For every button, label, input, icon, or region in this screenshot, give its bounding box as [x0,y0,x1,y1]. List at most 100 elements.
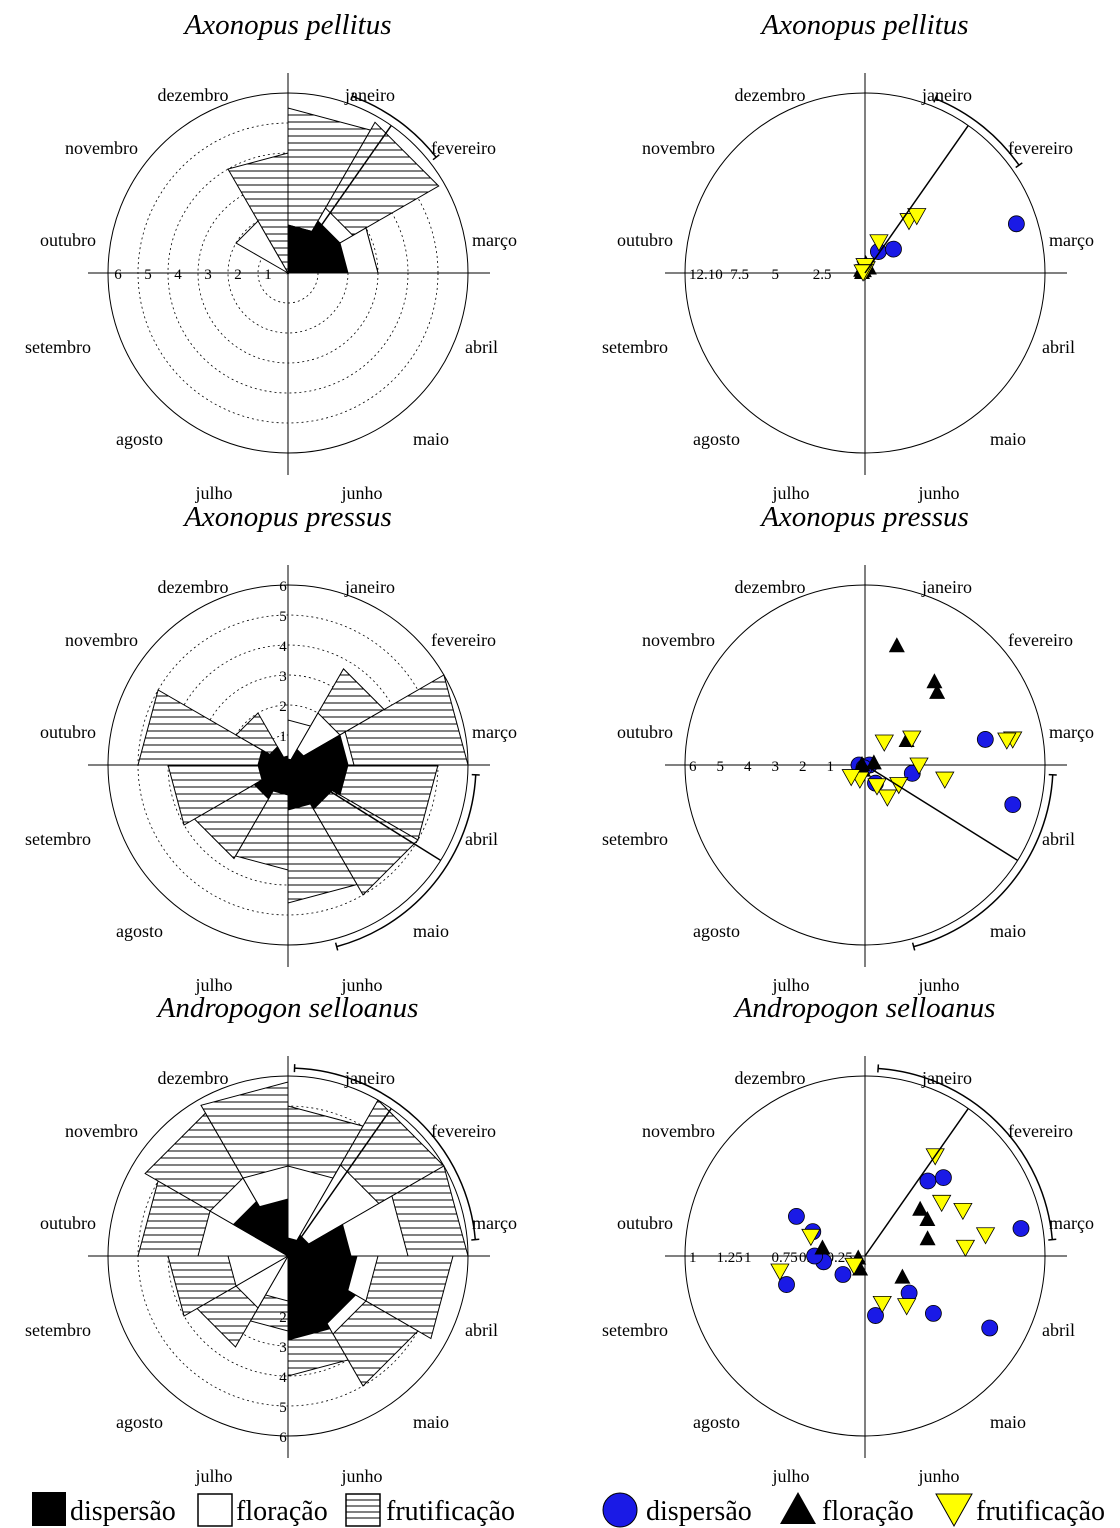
month-label-outubro: outubro [40,1213,96,1233]
mean-vector [287,764,442,862]
confidence-arc-cap [432,154,440,161]
mean-vector [287,125,392,274]
radial-tick-label: 6 [114,267,122,283]
radial-tick-label: 4 [279,1370,287,1386]
floracao-point [919,1230,936,1246]
month-label-fevereiro: fevereiro [431,138,496,158]
frutificacao-point [841,769,861,787]
confidence-arc [352,95,437,158]
radial-tick-label: 5 [772,267,780,283]
panel-title: Axonopus pressus [759,501,969,533]
month-label-maio: maio [990,921,1026,941]
month-label-mar-o: março [472,230,517,250]
month-label-novembro: novembro [642,630,715,650]
radial-tick-label: 2 [279,699,287,715]
dispersao-point [1007,215,1025,233]
floracao-point [865,754,882,770]
legend-floracao-swatch [197,1493,233,1527]
frutificacao-point [902,730,922,748]
floracao-point [814,1239,831,1255]
month-label-fevereiro: fevereiro [1008,630,1073,650]
radial-tick-label: 3 [279,669,287,685]
month-label-mar-o: março [472,1213,517,1233]
floracao-point [919,1211,936,1226]
radial-tick-label: 6 [689,759,697,775]
radial-tick-label: 1 [744,1250,752,1266]
confidence-arc-cap [1015,162,1023,169]
dispersao-point [867,1307,884,1324]
month-label-novembro: novembro [642,138,715,158]
month-label-maio: maio [990,1412,1026,1432]
chart-panels: Axonopus pellitus janeiro fevereiro março ab… [25,9,1094,1486]
frutificacao-wedge-outubro [137,689,290,766]
dispersao-point [885,240,902,258]
frutificacao-point [770,1263,790,1281]
dispersao-wedge-junho [287,1254,331,1341]
radial-tick-label: 3 [279,1340,287,1356]
month-label-fevereiro: fevereiro [431,630,496,650]
panel-6-andropogon-selloanus: Andropogon selloanus janeiro fevereiro març… [602,992,1094,1486]
month-label-janeiro: janeiro [344,1068,395,1088]
radial-tick-label: 6 [279,579,287,595]
month-label-janeiro: janeiro [921,1068,972,1088]
confidence-arc-cap [471,1238,480,1241]
confidence-arc-cap [911,942,916,951]
radial-tick-label: 1 [264,267,272,283]
radial-tick-label: 2.5 [813,267,832,283]
radial-tick-label: 4 [744,759,752,775]
month-label-mar-o: março [1049,230,1094,250]
frutificacao-point [872,1295,892,1314]
floracao-point [888,637,905,653]
frutificacao-point [953,1202,973,1221]
dispersao-point [924,1304,942,1322]
mean-vector [864,764,1019,862]
confidence-arc-cap [877,1064,880,1073]
dispersao-point [834,1266,852,1283]
month-label-janeiro: janeiro [921,85,972,105]
month-label-janeiro: janeiro [921,577,972,597]
frutificacao-point [801,1228,821,1247]
month-label-novembro: novembro [65,138,138,158]
month-label-setembro: setembro [602,337,668,357]
floracao-point [852,1260,869,1276]
radial-tick-label: 6 [279,1430,287,1446]
floracao-wedge-novembro [235,220,290,275]
radial-tick-label: 3 [772,759,780,775]
month-label-fevereiro: fevereiro [1008,1121,1073,1141]
radial-tick-label: 5 [144,267,152,283]
dispersao-point [788,1208,805,1225]
month-label-junho: junho [340,483,382,503]
radial-tick-label: 1 [279,729,287,745]
mean-vector [864,1108,969,1257]
mean-vector [864,125,969,274]
month-label-maio: maio [413,1412,449,1432]
radial-tick-label: 5 [717,759,725,775]
confidence-arc-cap [334,942,339,951]
month-label-setembro: setembro [25,337,91,357]
frutificacao-point [931,1194,952,1213]
radial-tick-label: 3 [204,267,212,283]
month-label-setembro: setembro [602,1320,668,1340]
confidence-arc [878,1067,1054,1240]
month-label-abril: abril [465,829,498,849]
floracao-point [912,1200,929,1216]
confidence-arc-cap [350,92,355,101]
dispersao-wedge-novembro [268,745,290,767]
radial-tick-label: 5 [279,609,287,625]
legend-floracao-label: floração [236,1496,328,1527]
panel-title: Axonopus pellitus [759,9,968,41]
legend-right: dispersão floração frutificação [602,1492,1105,1528]
month-label-fevereiro: fevereiro [431,1121,496,1141]
legend-dispersao-label: dispersão [70,1496,176,1527]
month-label-outubro: outubro [617,230,673,250]
month-label-mar-o: março [1049,1213,1094,1233]
month-label-novembro: novembro [65,1121,138,1141]
floracao-point [854,756,870,771]
radial-tick-label: 7.5 [730,267,749,283]
month-label-dezembro: dezembro [158,1068,229,1088]
confidence-arc [294,1067,477,1240]
frutificacao-point [844,1257,864,1276]
frutificacao-point [909,757,929,775]
frutificacao-point [867,778,887,796]
month-label-outubro: outubro [40,230,96,250]
